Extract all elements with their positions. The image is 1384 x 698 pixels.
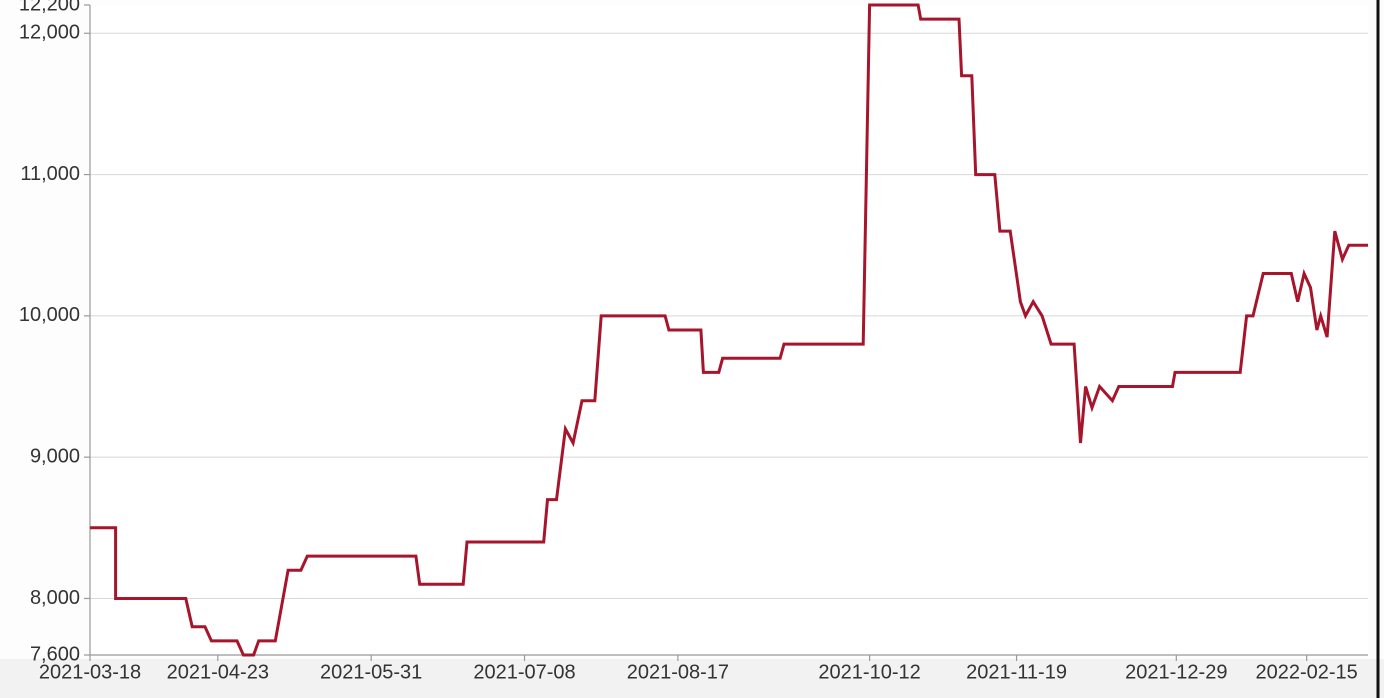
x-tick-label: 2021-03-18: [39, 662, 141, 684]
x-tick-label: 2021-07-08: [473, 662, 575, 684]
x-tick-label: 2021-04-23: [167, 662, 269, 684]
price-line-chart: 12,20012,00011,00010,0009,0008,0007,6002…: [0, 0, 1384, 698]
x-tick-label: 2021-05-31: [320, 662, 422, 684]
y-tick-label: 9,000: [30, 445, 80, 467]
x-tick-label: 2021-12-29: [1125, 662, 1227, 684]
x-tick-label: 2021-10-12: [818, 662, 920, 684]
y-tick-label: 11,000: [20, 163, 80, 185]
y-tick-label: 10,000: [19, 304, 80, 326]
x-tick-label: 2021-11-19: [966, 662, 1067, 684]
x-tick-label: 2022-02-15: [1255, 662, 1357, 684]
chart-svg: 12,20012,00011,00010,0009,0008,0007,6002…: [0, 0, 1384, 698]
x-tick-label: 2021-08-17: [627, 662, 729, 684]
y-tick-label: 12,000: [19, 22, 80, 44]
y-tick-label: 12,200: [19, 0, 80, 15]
plot-bg: [90, 5, 1368, 655]
y-tick-label: 8,000: [30, 587, 80, 609]
